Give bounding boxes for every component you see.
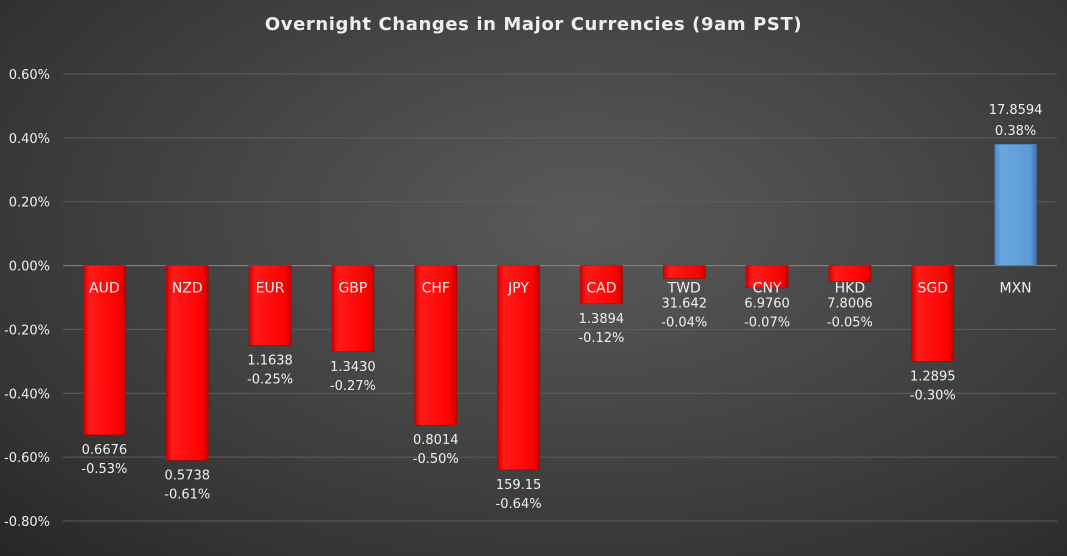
rate-label: 1.3430	[330, 360, 376, 375]
rate-label: 17.8594	[989, 103, 1043, 118]
percent-label: -0.61%	[164, 487, 210, 502]
rate-label: 7.8006	[827, 297, 873, 312]
chart-title: Overnight Changes in Major Currencies (9…	[264, 14, 803, 35]
rate-label: 0.6676	[82, 443, 128, 458]
percent-label: -0.50%	[413, 452, 459, 467]
percent-label: -0.27%	[330, 379, 376, 394]
category-label: MXN	[1000, 281, 1032, 297]
y-tick-label: -0.60%	[4, 451, 50, 466]
bar-gbp	[331, 265, 375, 353]
bar-aud	[83, 265, 126, 436]
bar-sgd	[911, 265, 955, 362]
category-label: CHF	[422, 281, 450, 297]
category-label: CAD	[586, 281, 616, 297]
percent-label: -0.04%	[661, 316, 707, 331]
y-tick-label: 0.60%	[9, 68, 50, 83]
rate-label: 1.2895	[910, 369, 956, 384]
category-label: GBP	[338, 281, 367, 297]
category-label: AUD	[89, 281, 120, 297]
rate-label: 6.9760	[744, 297, 790, 312]
bar-hkd	[828, 265, 872, 282]
category-label: EUR	[256, 281, 285, 297]
bar-cad	[580, 265, 623, 305]
rate-label: 0.8014	[413, 433, 459, 448]
bar-nzd	[165, 265, 209, 461]
percent-label: -0.12%	[578, 331, 624, 346]
percent-label: -0.05%	[827, 316, 873, 331]
percent-label: -0.25%	[247, 372, 293, 387]
y-tick-label: -0.20%	[4, 323, 50, 338]
bar-cny	[745, 265, 789, 289]
percent-label: -0.64%	[496, 497, 542, 512]
y-tick-label: 0.40%	[9, 132, 50, 147]
bar-jpy	[497, 265, 540, 471]
y-tick-label: 0.20%	[9, 196, 50, 211]
rate-label: 159.15	[496, 478, 542, 493]
category-label: NZD	[172, 281, 203, 297]
bar-eur	[248, 265, 292, 346]
category-label: CNY	[753, 281, 782, 297]
category-label: HKD	[835, 281, 866, 297]
rate-label: 0.5738	[165, 468, 211, 483]
percent-label: 0.38%	[995, 124, 1036, 139]
category-label: TWD	[667, 281, 701, 297]
category-label: JPY	[507, 281, 529, 297]
y-tick-label: -0.80%	[4, 515, 50, 530]
bar-twd	[662, 265, 706, 279]
y-tick-label: 0.00%	[9, 260, 50, 275]
percent-label: -0.30%	[910, 388, 956, 403]
category-label: SGD	[917, 281, 948, 297]
percent-label: -0.07%	[744, 316, 790, 331]
bar-mxn	[994, 143, 1037, 266]
rate-label: 31.642	[662, 297, 708, 312]
percent-label: -0.53%	[81, 462, 127, 477]
rate-label: 1.3894	[579, 312, 625, 327]
rate-label: 1.1638	[247, 353, 293, 368]
bar-chf	[414, 265, 458, 426]
y-tick-label: -0.40%	[4, 387, 50, 402]
